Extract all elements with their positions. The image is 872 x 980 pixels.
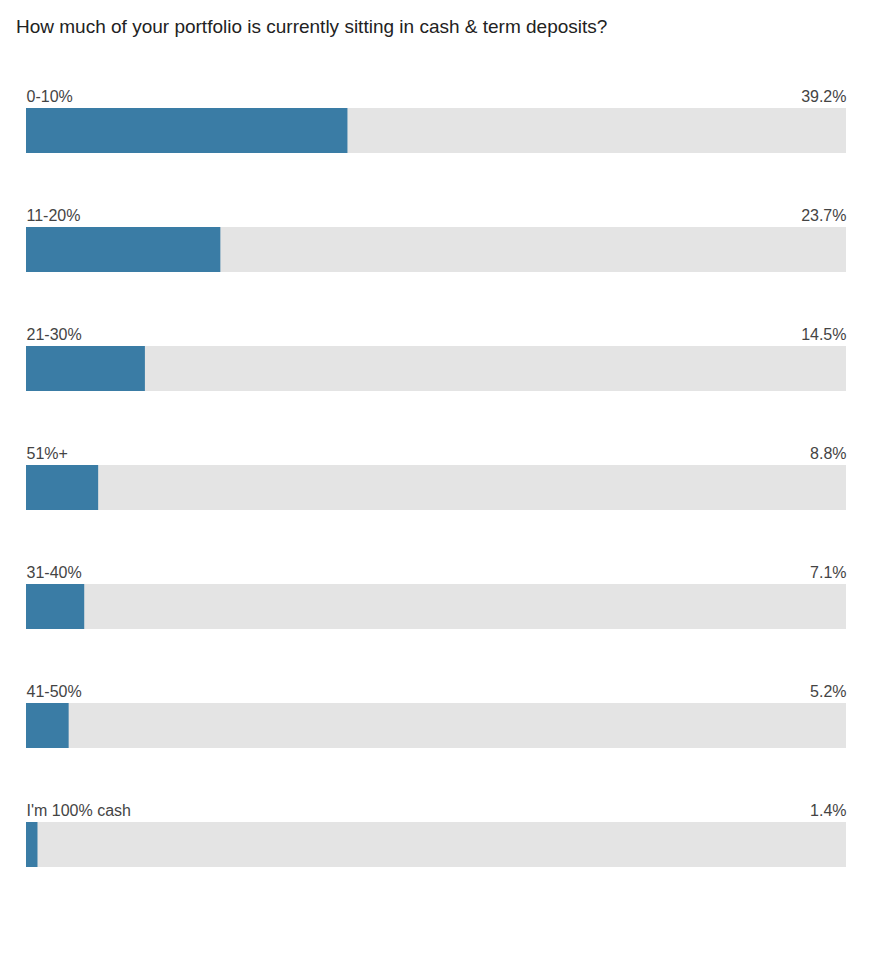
svg-text:31-40%: 31-40% (27, 564, 82, 581)
svg-text:14.5%: 14.5% (801, 326, 846, 343)
svg-text:7.1%: 7.1% (810, 564, 846, 581)
svg-text:39.2%: 39.2% (801, 88, 846, 105)
html-text:How much of your portfolio is: How much of your portfolio is currently … (16, 16, 608, 37)
svg-text:0-10%: 0-10% (27, 88, 73, 105)
svg-text:21-30%: 21-30% (27, 326, 82, 343)
svg-text:23.7%: 23.7% (801, 207, 846, 224)
svg-text:51%+: 51%+ (27, 445, 68, 462)
svg-text:8.8%: 8.8% (810, 445, 846, 462)
svg-text:41-50%: 41-50% (27, 683, 82, 700)
svg-text:11-20%: 11-20% (27, 207, 81, 224)
svg-text:I'm 100% cash: I'm 100% cash (27, 802, 131, 819)
svg-text:5.2%: 5.2% (810, 683, 846, 700)
svg-text:1.4%: 1.4% (810, 802, 846, 819)
